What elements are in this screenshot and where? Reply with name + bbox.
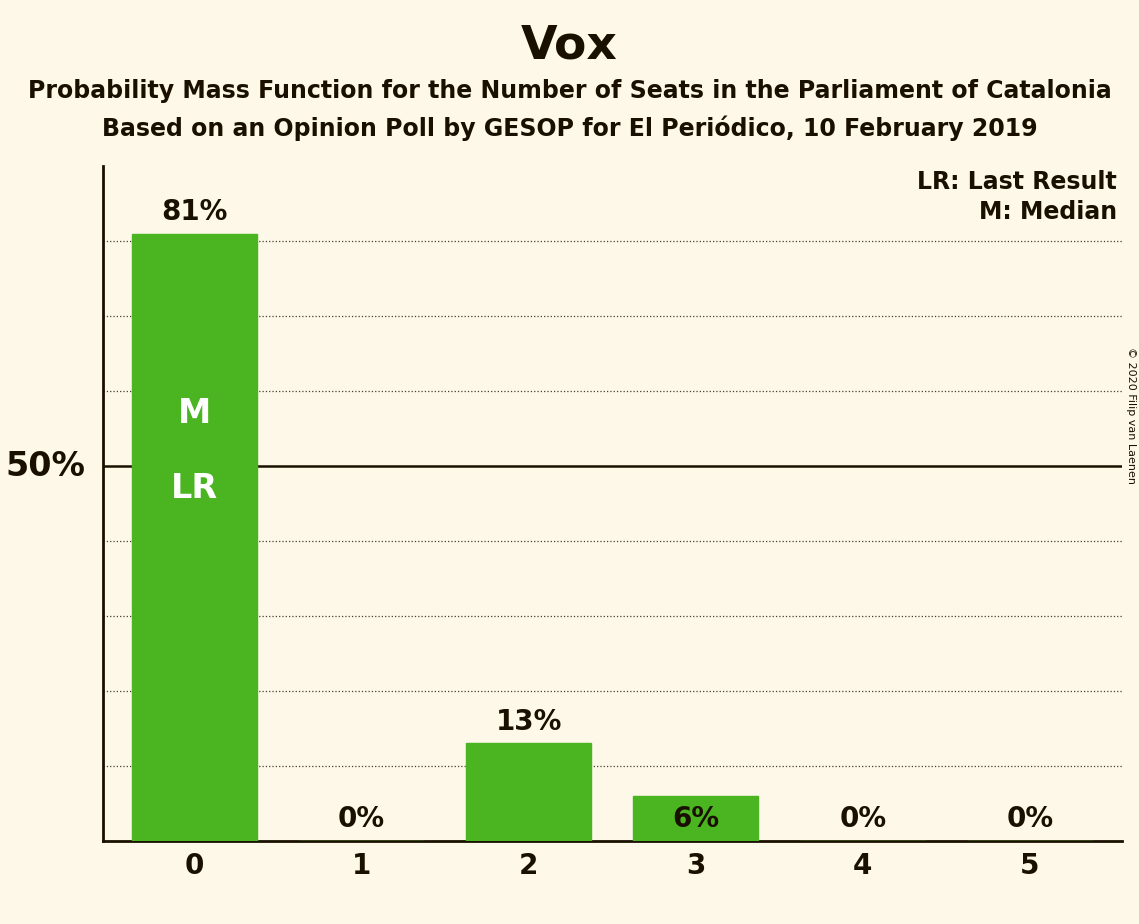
Text: Probability Mass Function for the Number of Seats in the Parliament of Catalonia: Probability Mass Function for the Number…: [27, 79, 1112, 103]
Text: LR: Last Result: LR: Last Result: [917, 170, 1117, 194]
Text: M: M: [178, 397, 211, 431]
Text: 0%: 0%: [1007, 806, 1054, 833]
Text: M: Median: M: Median: [978, 201, 1117, 224]
Bar: [466, 744, 591, 841]
Text: Based on an Opinion Poll by GESOP for El Periódico, 10 February 2019: Based on an Opinion Poll by GESOP for El…: [101, 116, 1038, 141]
Text: Vox: Vox: [521, 23, 618, 68]
Text: 6%: 6%: [672, 806, 720, 833]
Text: © 2020 Filip van Laenen: © 2020 Filip van Laenen: [1126, 347, 1136, 484]
Text: 13%: 13%: [495, 708, 562, 736]
Text: 0%: 0%: [839, 806, 886, 833]
Text: LR: LR: [171, 472, 218, 505]
Bar: [633, 796, 759, 841]
Text: 0%: 0%: [338, 806, 385, 833]
Bar: [132, 234, 257, 841]
Text: 81%: 81%: [162, 199, 228, 226]
Text: 50%: 50%: [6, 450, 85, 482]
